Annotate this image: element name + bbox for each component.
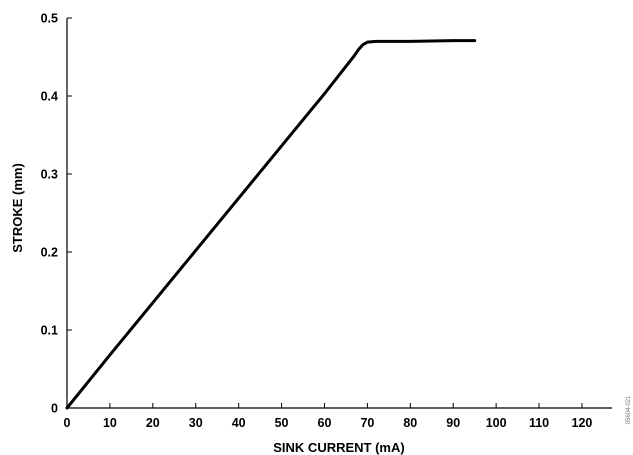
x-tick-label: 10 <box>103 416 117 430</box>
x-tick-label: 60 <box>318 416 332 430</box>
x-tick-label: 70 <box>360 416 374 430</box>
x-tick-label: 110 <box>529 416 549 430</box>
y-tick-label: 0.2 <box>41 246 58 260</box>
y-axis-title: STROKE (mm) <box>10 163 25 253</box>
figure-id: 05604-021 <box>626 395 632 424</box>
x-axis-title: SINK CURRENT (mA) <box>273 440 404 455</box>
x-tick-label: 30 <box>189 416 203 430</box>
y-tick-label: 0.1 <box>41 324 58 338</box>
y-tick-label: 0.4 <box>41 90 58 104</box>
x-tick-label: 100 <box>486 416 507 430</box>
x-tick-label: 80 <box>403 416 417 430</box>
x-tick-label: 40 <box>232 416 246 430</box>
data-line-stroke <box>65 39 477 410</box>
x-tick-label: 90 <box>446 416 460 430</box>
y-tick-label: 0.5 <box>41 12 58 26</box>
x-tick-label: 120 <box>572 416 593 430</box>
y-tick-label: 0 <box>51 402 58 416</box>
x-tick-label: 0 <box>64 416 71 430</box>
y-tick-label: 0.3 <box>41 168 58 182</box>
x-tick-label: 50 <box>275 416 289 430</box>
x-tick-label: 20 <box>146 416 160 430</box>
